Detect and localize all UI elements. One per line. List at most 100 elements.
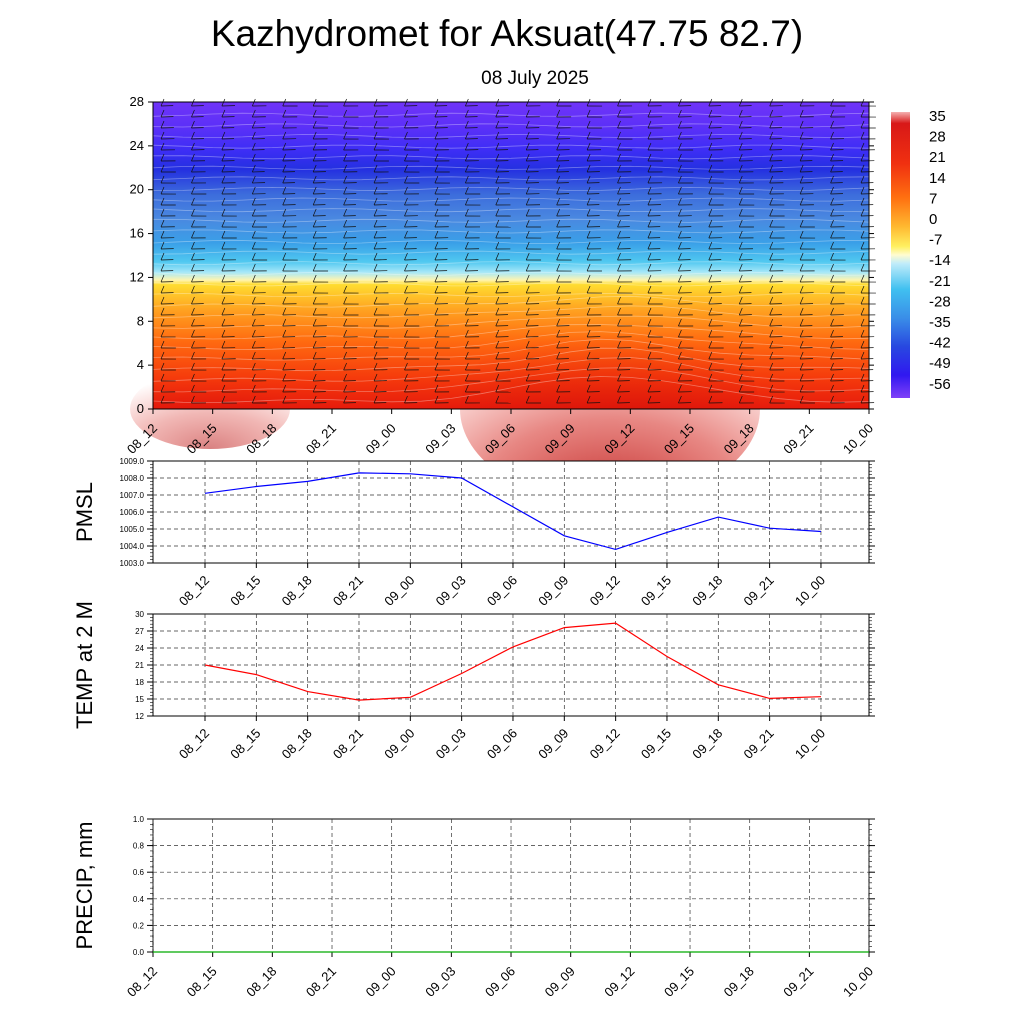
barb-feather — [312, 120, 317, 129]
barb-feather — [282, 318, 287, 327]
ytick-label: 21 — [135, 661, 144, 670]
barb-feather — [221, 230, 226, 239]
barb-feather — [525, 351, 530, 360]
wind-barb — [799, 384, 815, 393]
barb-feather — [282, 241, 287, 250]
barb-feather — [860, 153, 865, 162]
wind-barb — [404, 153, 420, 162]
wind-barb — [434, 362, 450, 371]
barb-feather — [221, 373, 226, 382]
barb-feather — [738, 186, 743, 195]
barb-feather — [495, 186, 500, 195]
barb-feather — [221, 164, 226, 173]
barb-feather — [434, 274, 439, 283]
xtick-label: 09_06 — [484, 573, 520, 609]
barb-feather — [860, 373, 865, 382]
wind-barb — [495, 329, 509, 338]
wind-barb — [434, 296, 448, 305]
barb-feather — [434, 296, 439, 305]
wind-barb — [312, 384, 326, 393]
barb-feather — [769, 153, 774, 162]
wind-barb — [769, 120, 783, 129]
barb-feather — [404, 208, 408, 217]
temp-panel: 12 15 18 21 24 27 30 08_12 08_15 08_18 08_21 09_00 0… — [72, 601, 875, 762]
panel-ylabel: TEMP at 2 M — [72, 601, 97, 729]
ytick-label: 24 — [135, 644, 144, 653]
wind-barb — [221, 120, 235, 129]
ytick-label: 1004.0 — [120, 542, 145, 551]
xtick-label: 09_03 — [433, 726, 469, 762]
isotherm — [152, 271, 870, 276]
wind-barb — [556, 197, 570, 206]
barb-feather — [738, 219, 743, 228]
ytick-label: 12 — [135, 712, 144, 721]
wind-barb — [373, 351, 388, 360]
barb-feather — [404, 120, 408, 129]
barb-feather — [251, 241, 256, 250]
chart-subtitle: 08 July 2025 — [481, 68, 589, 89]
wind-barb — [799, 318, 813, 327]
wind-barb — [769, 186, 784, 195]
wind-barb — [312, 395, 327, 404]
barb-feather — [860, 285, 865, 294]
barb-feather — [465, 153, 469, 162]
wind-barb — [191, 131, 204, 140]
xtick-label: 09_15 — [638, 726, 674, 762]
barb-feather — [678, 373, 682, 382]
barb-feather — [738, 351, 743, 360]
wind-barb — [191, 373, 207, 382]
barb-feather — [282, 373, 287, 382]
barb-feather — [799, 175, 804, 184]
wind-barb — [495, 208, 511, 217]
barb-feather — [434, 307, 439, 316]
barb-feather — [860, 175, 865, 184]
barb-feather — [860, 131, 865, 140]
wind-barb — [769, 241, 785, 250]
wind-barb — [617, 285, 633, 294]
wind-barb — [860, 241, 876, 250]
wind-barb — [708, 131, 723, 140]
barb-feather — [769, 373, 774, 382]
barb-feather — [860, 351, 865, 360]
wind-barb — [343, 175, 357, 184]
barb-feather — [799, 120, 804, 129]
barb-feather — [404, 142, 408, 151]
barb-feather — [525, 230, 530, 239]
wind-barb — [251, 307, 265, 316]
barb-feather — [678, 197, 682, 206]
barb-feather — [221, 395, 226, 404]
barb-feather — [495, 285, 500, 294]
barb-feather — [678, 362, 682, 371]
barb-feather — [525, 318, 530, 327]
wind-barb — [251, 373, 267, 382]
wind-barb — [830, 329, 843, 338]
wind-barb — [282, 175, 295, 184]
barb-feather — [373, 241, 378, 250]
wind-barb — [769, 373, 785, 382]
wind-barb — [525, 131, 539, 140]
barb-feather — [586, 274, 591, 283]
cs-xtick-label: 09_03 — [422, 421, 458, 457]
barb-feather — [556, 274, 560, 283]
barb-feather — [525, 186, 530, 195]
barb-feather — [373, 263, 378, 272]
wind-barb — [799, 142, 813, 151]
wind-barb — [678, 208, 692, 217]
barb-feather — [617, 208, 621, 217]
wind-barb — [769, 395, 785, 404]
barb-feather — [495, 164, 500, 173]
wind-barb — [282, 186, 296, 195]
xtick-label: 08_21 — [303, 964, 339, 1000]
wind-barb — [465, 131, 478, 140]
wind-barb — [799, 296, 814, 305]
wind-barb — [495, 241, 511, 250]
wind-barb — [769, 274, 783, 283]
barb-feather — [465, 274, 469, 283]
wind-barb — [160, 329, 176, 338]
barb-feather — [404, 109, 408, 118]
barb-feather — [343, 274, 347, 283]
barb-feather — [465, 120, 469, 129]
barb-feather — [525, 395, 530, 404]
barb-feather — [343, 395, 347, 404]
wind-barb — [404, 175, 420, 184]
